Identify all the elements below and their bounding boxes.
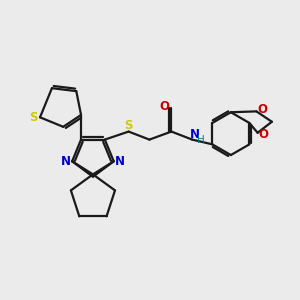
Text: O: O: [159, 100, 169, 113]
Text: H: H: [197, 135, 205, 145]
Text: N: N: [115, 155, 125, 168]
Text: S: S: [29, 111, 38, 124]
Text: O: O: [257, 103, 267, 116]
Text: O: O: [259, 128, 269, 141]
Text: S: S: [124, 118, 133, 131]
Text: N: N: [190, 128, 200, 141]
Text: N: N: [61, 155, 70, 168]
